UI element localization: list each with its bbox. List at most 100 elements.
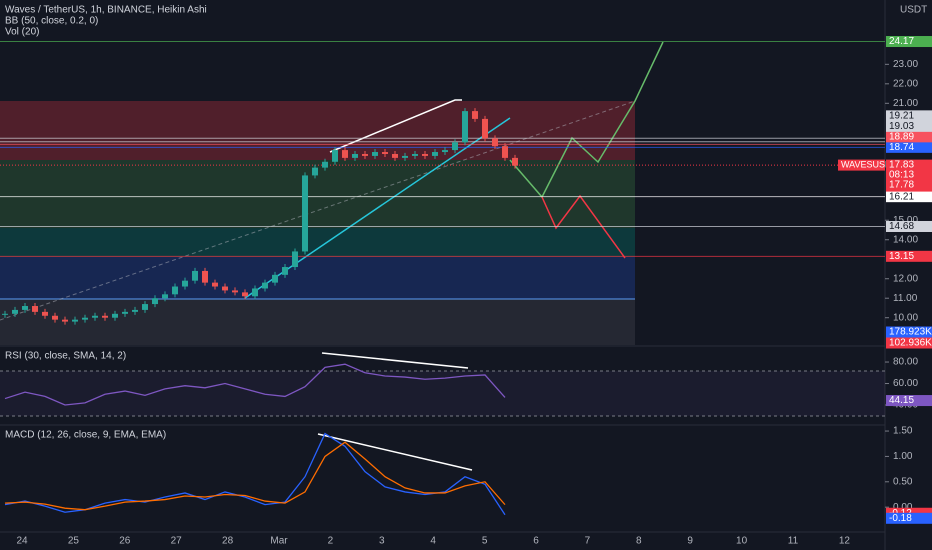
zone-red (0, 101, 635, 160)
x-tick-label: Mar (270, 536, 288, 547)
candle (372, 152, 378, 156)
y-tick-label: 23.00 (893, 59, 918, 70)
y-tick-label: 14.00 (893, 234, 918, 245)
candle (222, 286, 228, 291)
candle (342, 150, 348, 158)
divergence-arrow (329, 99, 462, 153)
candle (52, 315, 58, 320)
candle (472, 111, 478, 119)
indicator: RSI (30, close, SMA, 14, 2) (5, 351, 126, 362)
candle (292, 251, 298, 268)
x-tick-label: 3 (379, 536, 385, 547)
candle (122, 311, 128, 314)
candle (272, 274, 278, 283)
price-tag-label: 44.15 (889, 395, 914, 406)
x-tick-label: 28 (222, 536, 234, 547)
y-tick-label: 1.00 (893, 451, 913, 462)
trend-line (244, 117, 511, 299)
zone-teal (0, 228, 635, 257)
candle (182, 280, 188, 287)
candle (82, 317, 88, 320)
candle (162, 294, 168, 299)
price-tag-label: 24.17 (889, 36, 914, 47)
candle (12, 309, 18, 314)
price-tag (886, 191, 932, 203)
candle (352, 153, 358, 158)
price-tag-label: 18.89 (889, 131, 914, 142)
candle (282, 267, 288, 275)
price-tag (886, 326, 932, 338)
price-tag-label: 19.03 (889, 121, 914, 132)
x-tick-label: 4 (430, 536, 436, 547)
candle (212, 282, 218, 287)
price-tag (886, 337, 932, 349)
candle (412, 153, 418, 156)
price-tag-label: 19.21 (889, 110, 914, 121)
bull-path (509, 41, 664, 199)
price-tag (886, 36, 932, 48)
y-tick-label: 60.00 (893, 378, 918, 389)
symbol-label: WAVESUSDT (841, 159, 898, 169)
candle (232, 290, 238, 293)
candle (92, 315, 98, 318)
y-tick-label: 22.00 (893, 78, 918, 89)
candle (402, 155, 408, 158)
zone-grey (0, 299, 635, 345)
y-tick-label: 1.50 (893, 426, 913, 437)
x-tick-label: 8 (636, 536, 642, 547)
x-tick-label: 24 (16, 536, 28, 547)
candle (42, 311, 48, 316)
indicator-line (4, 441, 506, 511)
last-block (886, 159, 932, 192)
rsi-divergence (321, 352, 469, 369)
y-tick-label: 0.50 (893, 476, 913, 487)
x-tick-label: 26 (119, 536, 131, 547)
x-tick-label: 2 (328, 536, 334, 547)
candle (512, 157, 518, 166)
candle (462, 111, 468, 143)
candle (312, 167, 318, 176)
candle (452, 142, 458, 151)
candle (112, 313, 118, 318)
x-tick-label: 5 (482, 536, 488, 547)
x-tick-label: 10 (736, 536, 748, 547)
indicator: Vol (20) (5, 27, 39, 38)
price-tag-label: 13.15 (889, 251, 914, 262)
candle (102, 315, 108, 318)
candle (332, 150, 338, 162)
candle (322, 161, 328, 168)
candle (172, 286, 178, 295)
title: Waves / TetherUS, 1h, BINANCE, Heikin As… (5, 5, 207, 16)
candle (22, 306, 28, 310)
price-tag-label: 102.936K (889, 338, 932, 349)
x-tick-label: 25 (68, 536, 80, 547)
x-tick-label: 7 (585, 536, 591, 547)
candle (392, 153, 398, 158)
y-tick-label: 0.00 (893, 502, 913, 513)
indicator: MACD (12, 26, close, 9, EMA, EMA) (5, 430, 166, 441)
candle (442, 150, 448, 153)
countdown: 08:13 (889, 170, 914, 181)
x-tick-label: 11 (788, 536, 799, 547)
candle (492, 138, 498, 147)
y-tick-label: 15.00 (893, 215, 918, 226)
candle (482, 118, 488, 139)
candle (192, 270, 198, 281)
x-tick-label: 9 (687, 536, 693, 547)
candle (242, 292, 248, 297)
candle (202, 270, 208, 283)
price-tag (886, 131, 932, 143)
price-tag (886, 395, 932, 407)
candle (2, 313, 8, 315)
y-tick-label: 10.00 (893, 312, 918, 323)
price-tag (886, 110, 932, 122)
y-tick-label: 11.00 (893, 293, 918, 304)
x-tick-label: 6 (533, 536, 539, 547)
price-tag (886, 120, 932, 132)
indicator-line (4, 363, 506, 406)
candle (72, 319, 78, 322)
y-tick-label: 80.00 (893, 357, 918, 368)
candle (262, 282, 268, 289)
price-tag-label: 14.68 (889, 221, 914, 232)
